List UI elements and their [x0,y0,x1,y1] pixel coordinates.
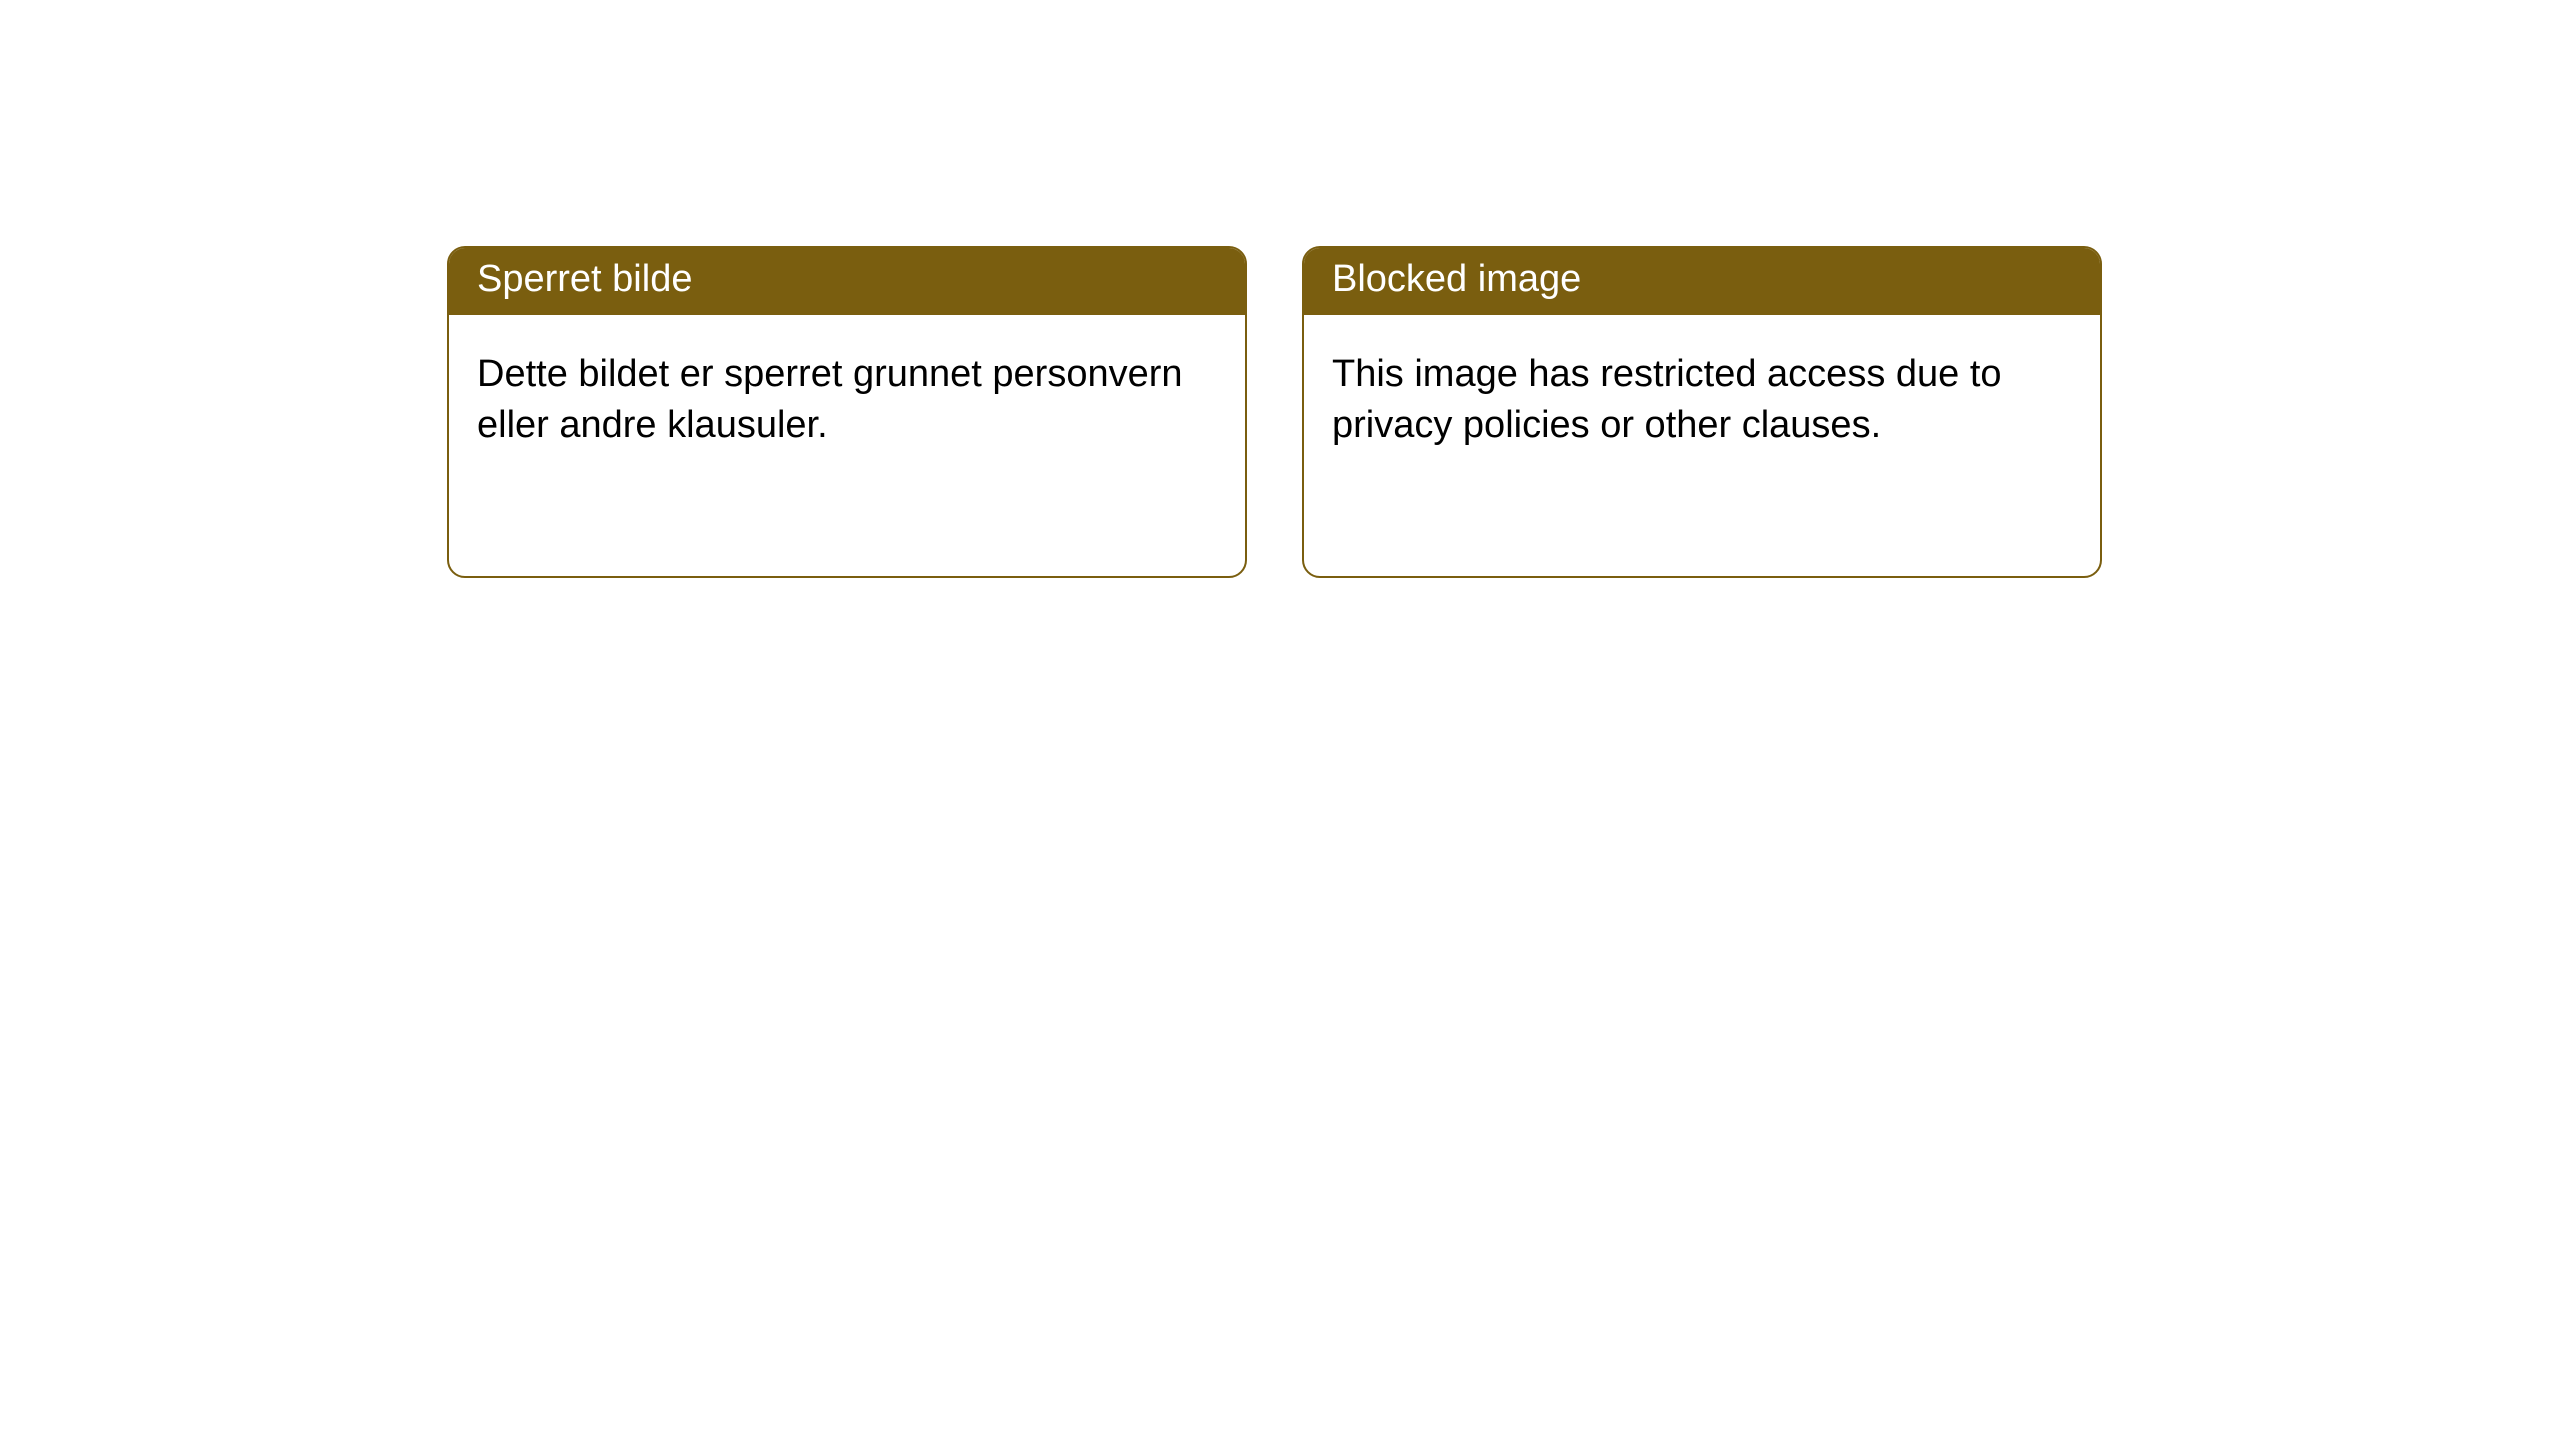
notice-header: Blocked image [1304,248,2100,315]
notice-box-english: Blocked image This image has restricted … [1302,246,2102,578]
notice-box-norwegian: Sperret bilde Dette bildet er sperret gr… [447,246,1247,578]
notice-body-text: This image has restricted access due to … [1332,353,2002,446]
notice-header: Sperret bilde [449,248,1245,315]
notice-title: Blocked image [1332,258,1581,300]
notice-body: This image has restricted access due to … [1304,315,2100,486]
notice-body-text: Dette bildet er sperret grunnet personve… [477,353,1183,446]
notice-body: Dette bildet er sperret grunnet personve… [449,315,1245,486]
notice-container: Sperret bilde Dette bildet er sperret gr… [0,0,2560,578]
notice-title: Sperret bilde [477,258,692,300]
